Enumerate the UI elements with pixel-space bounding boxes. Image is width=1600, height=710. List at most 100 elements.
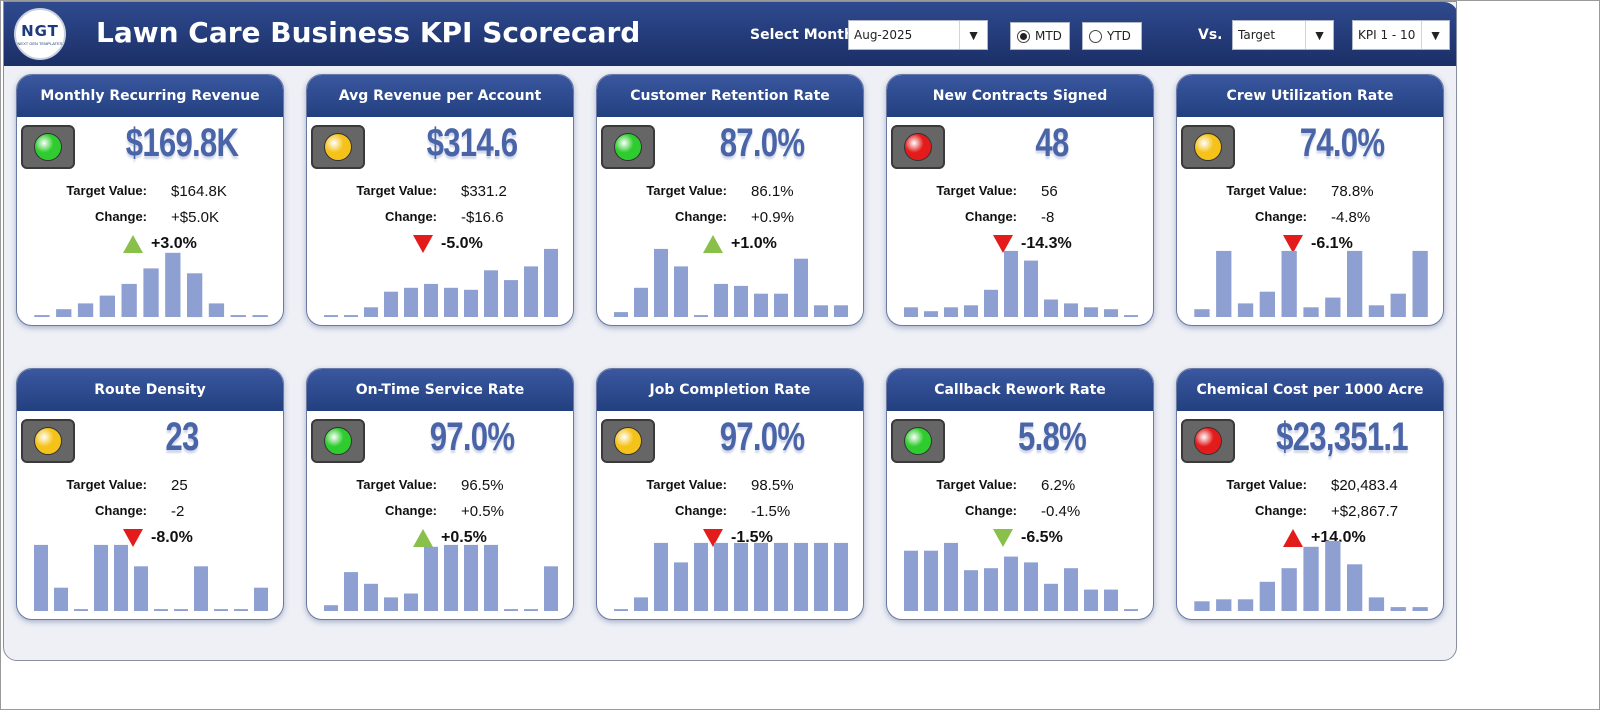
change-percent: -5.0% <box>441 235 483 252</box>
target-label: Target Value: <box>646 477 727 492</box>
change-percent: +14.0% <box>1311 529 1366 546</box>
sparkline-bar <box>834 305 848 317</box>
target-value: 78.8% <box>1331 183 1374 200</box>
trend-sparkline <box>1194 250 1428 317</box>
kpi-card: Job Completion Rate 97.0% Target Value: … <box>596 368 864 620</box>
traffic-light-icon <box>21 419 75 463</box>
arrow-up-icon <box>413 529 433 547</box>
sparkline-bar <box>1064 303 1078 317</box>
sparkline-bar <box>234 609 248 611</box>
sparkline-bar <box>194 566 208 611</box>
trend-sparkline <box>34 544 268 611</box>
kpi-value: $314.6 <box>426 121 519 165</box>
trend-sparkline <box>904 250 1138 317</box>
change-value: -0.4% <box>1041 503 1081 520</box>
kpi-card: Avg Revenue per Account $314.6 Target Va… <box>306 74 574 326</box>
sparkline-bar <box>1044 583 1058 611</box>
change-value: -2 <box>171 503 185 520</box>
sparkline-bar <box>614 312 628 317</box>
sparkline-bar <box>444 287 458 317</box>
sparkline-bar <box>654 248 668 317</box>
change-label: Change: <box>95 503 147 518</box>
traffic-light-icon <box>311 419 365 463</box>
sparkline-bar <box>252 315 268 317</box>
sparkline-bar <box>74 609 88 611</box>
sparkline-bar <box>904 550 918 611</box>
ytd-radio[interactable]: YTD <box>1082 22 1142 50</box>
change-value: +$5.0K <box>171 209 219 226</box>
sparkline-bar <box>544 248 558 317</box>
kpi-card-title: Job Completion Rate <box>597 369 863 411</box>
sparkline-bar <box>254 587 268 611</box>
sparkline-bar <box>924 550 938 611</box>
traffic-light-icon <box>1181 419 1235 463</box>
change-percent: -8.0% <box>151 529 193 546</box>
sparkline-bar <box>734 542 748 611</box>
sparkline-bar <box>634 287 648 317</box>
sparkline-bar <box>544 566 558 611</box>
vs-dropdown[interactable]: Target ▼ <box>1232 20 1334 50</box>
month-dropdown[interactable]: Aug-2025 ▼ <box>848 20 988 50</box>
sparkline-bar <box>904 307 918 317</box>
change-percent: +3.0% <box>151 235 197 252</box>
target-value: 6.2% <box>1041 477 1076 494</box>
kpi-card-title: Crew Utilization Rate <box>1177 75 1443 117</box>
change-label: Change: <box>385 209 437 224</box>
sparkline-bar <box>654 542 668 611</box>
kpi-card-title: Route Density <box>17 369 283 411</box>
sparkline-bar <box>121 283 137 317</box>
sparkline-bar <box>344 315 358 317</box>
select-month-label: Select Month <box>750 27 854 43</box>
month-dropdown-value: Aug-2025 <box>854 28 913 42</box>
kpi-card: Chemical Cost per 1000 Acre $23,351.1 Ta… <box>1176 368 1444 620</box>
sparkline-bar <box>99 295 115 317</box>
sparkline-bar <box>754 293 768 317</box>
sparkline-bar <box>1390 607 1406 611</box>
change-label: Change: <box>1255 209 1307 224</box>
sparkline-bar <box>344 572 358 611</box>
change-label: Change: <box>675 209 727 224</box>
sparkline-bar <box>944 307 958 317</box>
kpi-card: On-Time Service Rate 97.0% Target Value:… <box>306 368 574 620</box>
kpi-card-title: On-Time Service Rate <box>307 369 573 411</box>
chevron-down-icon[interactable]: ▼ <box>1305 21 1333 49</box>
dashboard: NGT NEXT GEN TEMPLATES Lawn Care Busines… <box>3 1 1457 661</box>
arrow-down-icon <box>1283 235 1303 253</box>
traffic-light-icon <box>601 419 655 463</box>
kpi-range-dropdown[interactable]: KPI 1 - 10 ▼ <box>1352 20 1450 50</box>
sparkline-bar <box>504 280 518 317</box>
sparkline-bar <box>964 305 978 317</box>
arrow-down-icon <box>413 235 433 253</box>
sparkline-bar <box>834 542 848 611</box>
mtd-radio[interactable]: MTD <box>1010 22 1070 50</box>
trend-sparkline <box>324 248 558 317</box>
target-value: $164.8K <box>171 183 227 200</box>
sparkline-bar <box>1216 599 1232 611</box>
kpi-range-value: KPI 1 - 10 <box>1358 28 1416 42</box>
sparkline-bar <box>364 307 378 317</box>
sparkline-bar <box>674 562 688 611</box>
kpi-value: $169.8K <box>125 121 239 165</box>
sparkline-bar <box>484 270 498 317</box>
sparkline-bar <box>924 311 938 317</box>
arrow-up-icon <box>123 235 143 253</box>
sparkline-bar <box>694 315 708 317</box>
status-bulb <box>904 133 932 161</box>
sparkline-bar <box>1084 589 1098 611</box>
sparkline-bar <box>154 609 168 611</box>
sparkline-bar <box>774 293 788 317</box>
chevron-down-icon[interactable]: ▼ <box>959 21 987 49</box>
status-bulb <box>614 427 642 455</box>
kpi-card-title: Chemical Cost per 1000 Acre <box>1177 369 1443 411</box>
sparkline-bar <box>208 303 225 317</box>
kpi-card-title: Customer Retention Rate <box>597 75 863 117</box>
change-value: -8 <box>1041 209 1055 226</box>
sparkline-bar <box>56 309 72 317</box>
sparkline-bar <box>1194 601 1210 611</box>
kpi-card: Customer Retention Rate 87.0% Target Val… <box>596 74 864 326</box>
kpi-card-title: Monthly Recurring Revenue <box>17 75 283 117</box>
chevron-down-icon[interactable]: ▼ <box>1421 21 1449 49</box>
status-bulb <box>324 133 352 161</box>
change-value: +$2,867.7 <box>1331 503 1399 520</box>
